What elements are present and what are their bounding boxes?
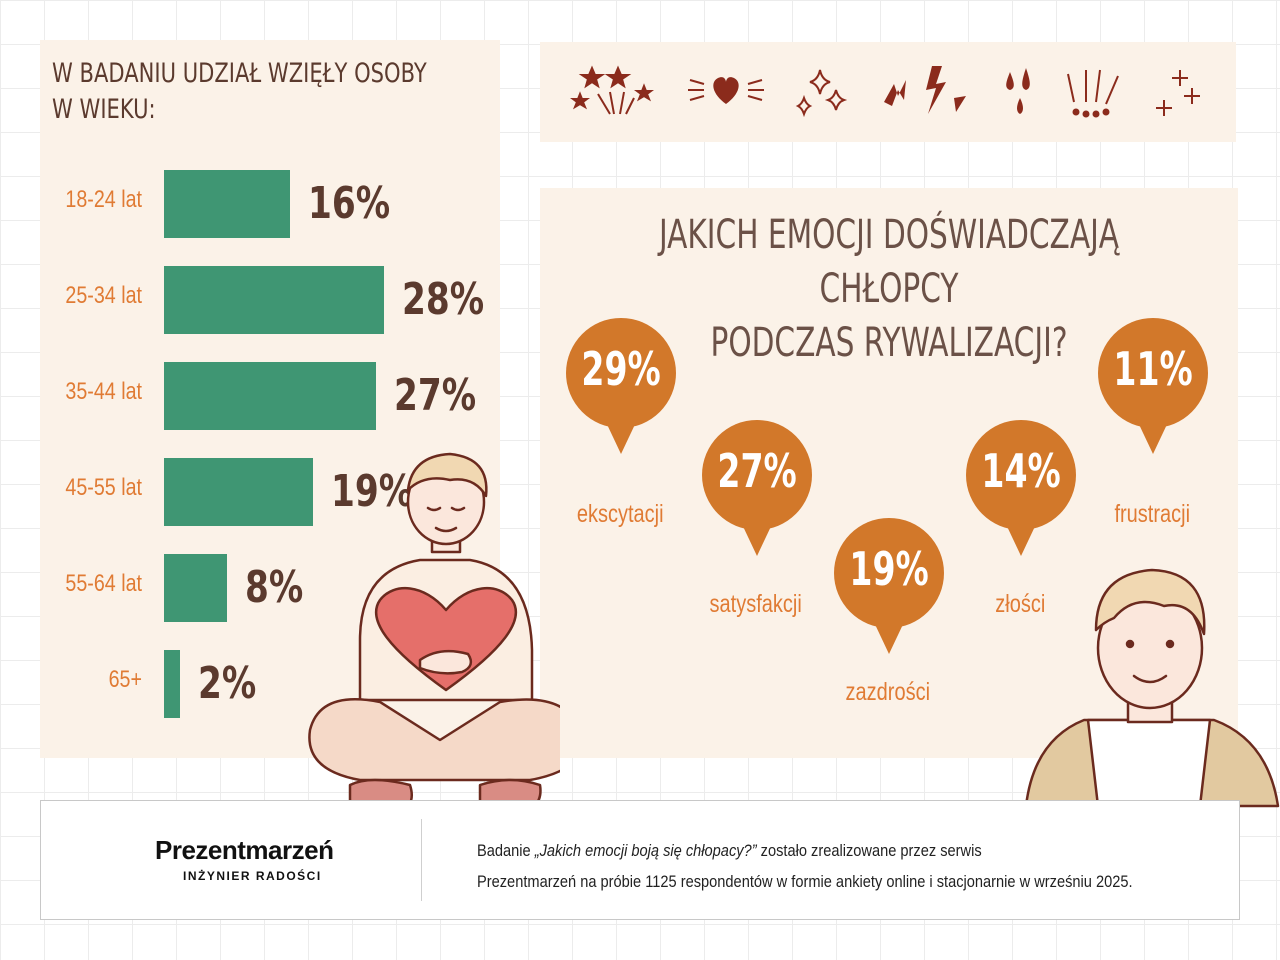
footer-note-prefix: Badanie <box>477 841 535 860</box>
bubble-shape <box>1098 318 1208 454</box>
age-bar-value-label: 8% <box>244 562 304 613</box>
age-bar <box>164 170 290 238</box>
brand-logo-name[interactable]: Prezentmarzeń <box>155 835 334 865</box>
footer-note-line1: Badanie „Jakich emocji boją się chłopacy… <box>477 835 1133 866</box>
bubble-shape <box>966 420 1076 556</box>
heart-icon <box>688 77 764 104</box>
boy-smiling-illustration <box>1024 568 1280 808</box>
age-chart-title-line2: W WIEKU: <box>52 94 156 125</box>
age-label: 25-34 lat <box>65 282 142 309</box>
age-bar-value-label: 27% <box>394 370 477 421</box>
emotion-bubble: 29% <box>566 318 676 458</box>
sparkle-stars-icon <box>570 65 654 115</box>
age-bar <box>164 554 227 622</box>
emotion-value-label: 29% <box>581 342 661 396</box>
emotion-bubble: 19% <box>834 518 944 658</box>
age-bar <box>164 362 377 430</box>
emotion-category-label: satysfakcji <box>709 590 803 618</box>
age-label: 55-64 lat <box>65 570 142 597</box>
footer-divider <box>421 819 422 901</box>
age-bar <box>164 458 314 526</box>
age-label: 65+ <box>108 666 142 693</box>
emotion-value-label: 14% <box>981 444 1061 498</box>
emotion-value-label: 27% <box>717 444 797 498</box>
footer-note-suffix: zostało zrealizowane przez serwis <box>756 841 982 860</box>
age-bar <box>164 650 180 718</box>
age-bar-value-label: 28% <box>402 274 485 325</box>
bubble-shape <box>834 518 944 654</box>
emotion-bubble: 11% <box>1098 318 1208 458</box>
age-bar-value-label: 2% <box>197 658 256 709</box>
age-label: 35-44 lat <box>65 378 142 405</box>
emotion-bubble: 27% <box>702 420 812 560</box>
plus-sparkle-icon <box>1156 70 1200 116</box>
drops-icon <box>1006 68 1030 114</box>
bubble-shape <box>702 420 812 556</box>
emotion-icons-row <box>570 65 1200 118</box>
emotion-icons-panel <box>540 42 1236 142</box>
age-label: 45-55 lat <box>65 474 142 501</box>
emotion-bubble: 14% <box>966 420 1076 560</box>
boy-hugging-heart-illustration <box>308 452 560 817</box>
exclamation-icon <box>1067 69 1119 118</box>
emotions-title-line1: JAKICH EMOCJI DOŚWIADCZAJĄ CHŁOPCY <box>658 212 1120 312</box>
footer: Prezentmarzeń INŻYNIER RADOŚCI Badanie „… <box>40 800 1240 920</box>
emotion-category-label: zazdrości <box>845 678 931 706</box>
emotion-category-label: frustracji <box>1114 500 1190 528</box>
emotion-category-label: ekscytacji <box>576 500 664 528</box>
emotion-category-label: złości <box>994 590 1045 618</box>
emotions-chart-title: JAKICH EMOCJI DOŚWIADCZAJĄ CHŁOPCY PODCZ… <box>540 208 1238 370</box>
age-label: 18-24 lat <box>65 186 142 213</box>
emotion-value-label: 19% <box>849 542 929 596</box>
lightning-icon <box>884 66 966 114</box>
age-chart-title: W BADANIU UDZIAŁ WZIĘŁY OSOBY W WIEKU: <box>52 56 427 128</box>
footer-note: Badanie „Jakich emocji boją się chłopacy… <box>477 835 1239 897</box>
age-bar <box>164 266 384 334</box>
brand-tagline: INŻYNIER RADOŚCI <box>183 869 322 883</box>
emotion-value-label: 11% <box>1113 342 1193 396</box>
twinkle-icon <box>795 69 848 118</box>
survey-title: „Jakich emocji boją się chłopacy?” <box>534 841 757 860</box>
emotions-title-line2: PODCZAS RYWALIZACJI? <box>710 320 1068 366</box>
age-bar-value-label: 16% <box>307 178 390 229</box>
age-bar-value-label: 19% <box>331 466 414 517</box>
age-chart-title-line1: W BADANIU UDZIAŁ WZIĘŁY OSOBY <box>52 58 427 89</box>
footer-note-line2: Prezentmarzeń na próbie 1125 respondentó… <box>477 872 1133 891</box>
bubble-shape <box>566 318 676 454</box>
